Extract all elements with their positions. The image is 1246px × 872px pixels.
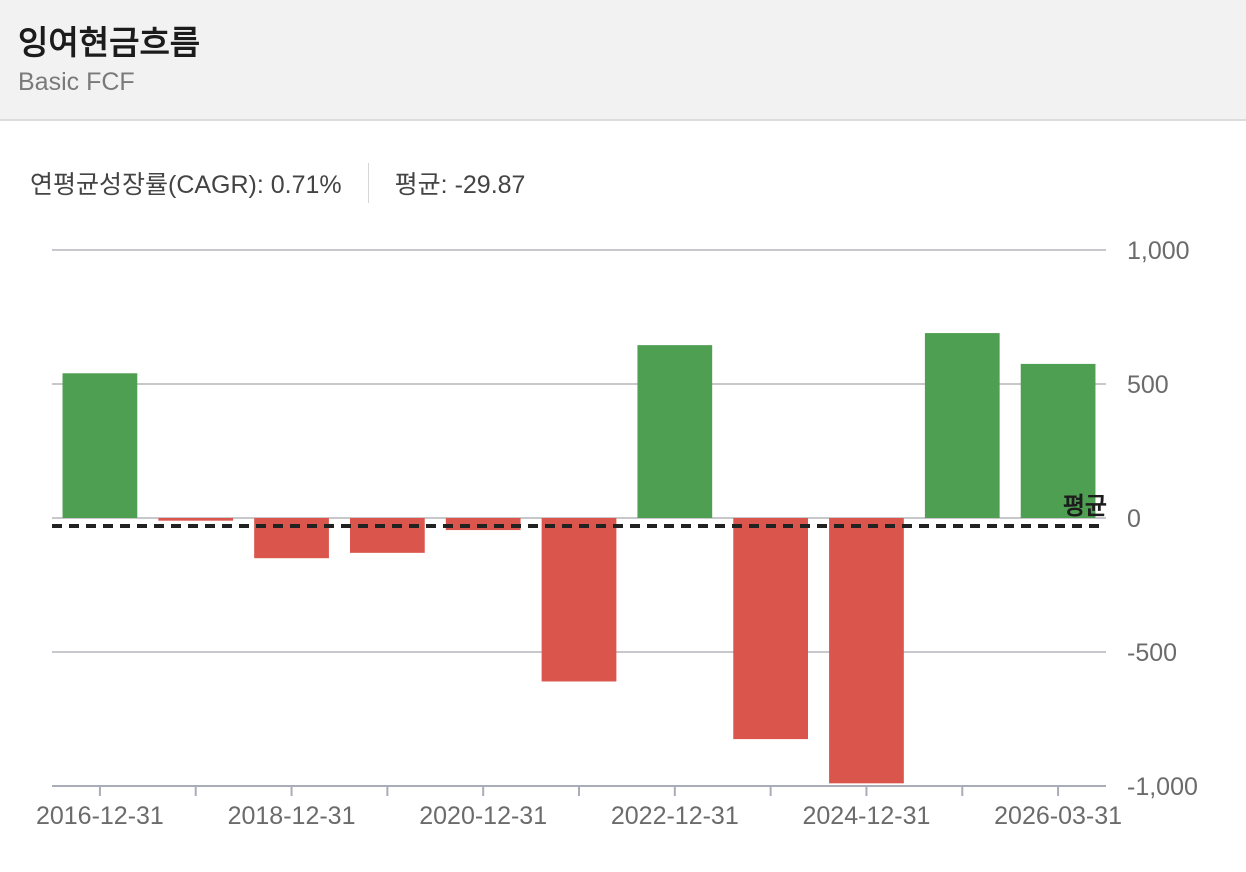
bar xyxy=(158,518,234,521)
chart-title: 잉여현금흐름 xyxy=(18,24,201,61)
x-tick-label: 2024-12-31 xyxy=(803,802,931,830)
x-tick-label: 2022-12-31 xyxy=(611,802,739,830)
bar xyxy=(924,333,1000,518)
bar xyxy=(62,373,138,518)
average-label: 평균 xyxy=(1063,492,1107,520)
chart-subtitle: Basic FCF xyxy=(18,68,135,96)
y-tick-label: 1,000 xyxy=(1127,237,1190,265)
x-tick-label: 2026-03-31 xyxy=(994,802,1122,830)
x-tick-label: 2018-12-31 xyxy=(228,802,356,830)
bar xyxy=(733,518,809,740)
x-tick-label: 2020-12-31 xyxy=(419,802,547,830)
bar xyxy=(349,518,425,553)
x-tick-label: 2016-12-31 xyxy=(36,802,164,830)
cagr-stat: 연평균성장률(CAGR): 0.71% xyxy=(30,171,342,199)
bar xyxy=(829,518,904,784)
y-tick-label: 0 xyxy=(1127,505,1141,533)
bar xyxy=(637,345,713,518)
stats-bar: 연평균성장률(CAGR): 0.71% 평균: -29.87 xyxy=(30,163,525,203)
bar xyxy=(1020,363,1096,518)
bar xyxy=(541,518,617,682)
y-tick-label: -500 xyxy=(1127,639,1177,667)
y-tick-label: -1,000 xyxy=(1127,773,1198,801)
chart-header: 잉여현금흐름 Basic FCF xyxy=(0,0,1246,121)
average-stat: 평균: -29.87 xyxy=(394,171,526,199)
y-tick-label: 500 xyxy=(1127,371,1169,399)
stat-divider xyxy=(367,163,369,203)
